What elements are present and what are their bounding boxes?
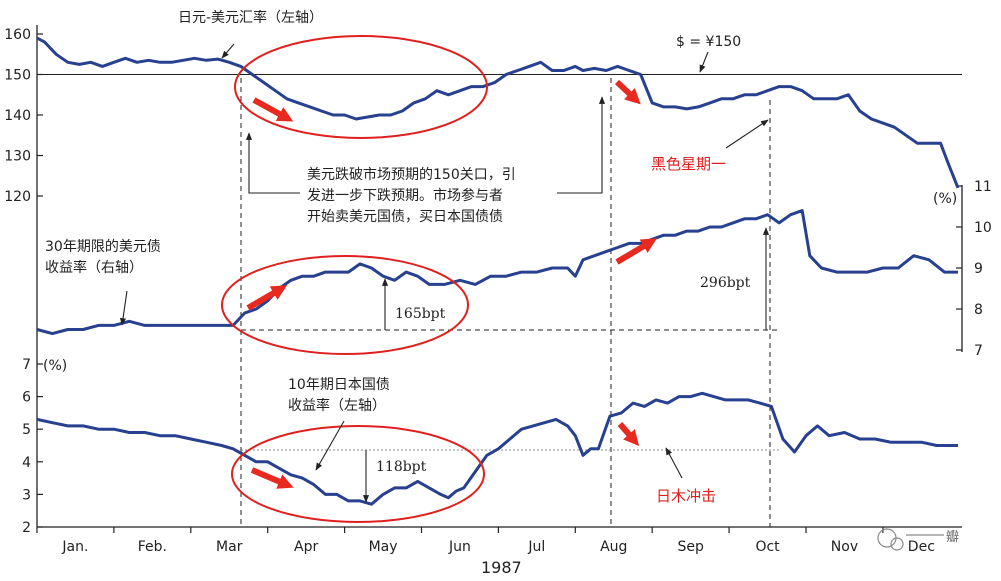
annotation-japan-shock: 日木冲击 <box>656 487 716 505</box>
ellipse-us30-rise <box>221 255 469 355</box>
annotation-us30-2: 收益率（右轴） <box>45 259 143 276</box>
annotation-break150-2: 发进一步下跌预期。市场参与者 <box>307 187 503 204</box>
left-bottom-tick-label: 2 <box>22 520 31 536</box>
month-label: Jul <box>527 539 545 555</box>
annotation-jgb-1: 10年期日本国债 <box>288 377 390 393</box>
left-bottom-tick-label: 5 <box>22 422 31 438</box>
red-arrow-us30-up <box>246 285 288 311</box>
watermark-icon-small <box>890 537 904 551</box>
month-label: Mar <box>216 539 243 555</box>
left-bottom-tick-label: 4 <box>22 455 31 471</box>
jgb-series <box>36 391 958 506</box>
annotation-jgb-2: 收益率（左轴） <box>288 397 386 414</box>
right-tick-label: 9 <box>974 261 983 277</box>
tick-layer: 120 130 140 150 160 7 8 9 10 11 2 3 4 5 6 7 Jan. Feb. Mar A… <box>4 27 992 555</box>
month-label: Jan. <box>61 539 88 555</box>
red-arrow-fx-down <box>252 97 294 122</box>
month-label: Dec <box>908 539 935 555</box>
left-bottom-tick-label: 3 <box>22 487 31 503</box>
arrow-black-monday <box>725 119 769 149</box>
right-axis-unit: (%) <box>933 191 957 207</box>
us30-series <box>36 209 958 336</box>
annotation-118bpt: 118bpt <box>376 459 427 475</box>
right-tick-label: 7 <box>974 343 983 359</box>
year-label: 1987 <box>481 558 522 577</box>
jpy-usd-series <box>36 36 960 189</box>
right-tick-label: 8 <box>974 302 983 318</box>
arrow-jgb-label <box>315 420 345 471</box>
ellipse-jgb-drop <box>231 425 485 523</box>
arrow-us30-label <box>119 290 128 326</box>
red-arrow-us30-aug-up <box>615 238 658 265</box>
left-bottom-axis-unit: (%) <box>43 358 67 374</box>
month-label: May <box>369 539 398 555</box>
left-top-tick-label: 140 <box>4 108 31 124</box>
ellipse-fx-drop <box>234 35 488 139</box>
red-arrow-jgb-aug-down <box>617 422 640 447</box>
left-top-tick-label: 160 <box>4 27 31 43</box>
left-bottom-tick-label: 6 <box>22 390 31 406</box>
arrow-fx-label <box>221 43 235 59</box>
watermark: 瓣 <box>877 528 959 551</box>
annotation-us30-1: 30年期限的美元债 <box>45 239 161 255</box>
bracket-left <box>245 132 300 194</box>
watermark-text: 瓣 <box>946 530 959 545</box>
right-tick-label: 11 <box>974 179 992 195</box>
bracket-right <box>557 96 606 194</box>
annotation-break150-1: 美元跌破市场预期的150关口，引 <box>307 166 516 183</box>
annotation-296bpt: 296bpt <box>700 275 751 291</box>
left-bottom-tick-label: 7 <box>22 357 31 373</box>
annotation-black-monday: 黑色星期一 <box>651 155 726 173</box>
annotation-dollar-150: $ = ¥150 <box>676 34 741 50</box>
left-top-tick-label: 150 <box>4 68 31 84</box>
red-arrow-aug-down <box>614 79 641 105</box>
annotation-break150-3: 开始卖美元国债，买日本国债债 <box>307 209 503 225</box>
red-arrow-jgb-down <box>250 467 294 489</box>
left-top-tick-label: 120 <box>4 189 31 205</box>
annotation-165bpt: 165bpt <box>395 306 446 322</box>
left-top-tick-label: 130 <box>4 149 31 165</box>
arrow-150-label <box>699 51 709 73</box>
annotation-jpy-usd: 日元-美元汇率（左轴） <box>178 9 323 26</box>
month-label: Apr <box>294 539 318 555</box>
month-label: Nov <box>831 539 858 555</box>
right-tick-label: 10 <box>974 220 992 236</box>
month-label: Oct <box>755 539 780 555</box>
month-label: Aug <box>600 539 627 555</box>
month-label: Jun <box>448 539 471 555</box>
arrow-japan-shock <box>665 447 683 479</box>
watermark-icon <box>877 528 897 548</box>
month-label: Sep <box>677 539 704 555</box>
month-label: Feb. <box>138 539 167 555</box>
